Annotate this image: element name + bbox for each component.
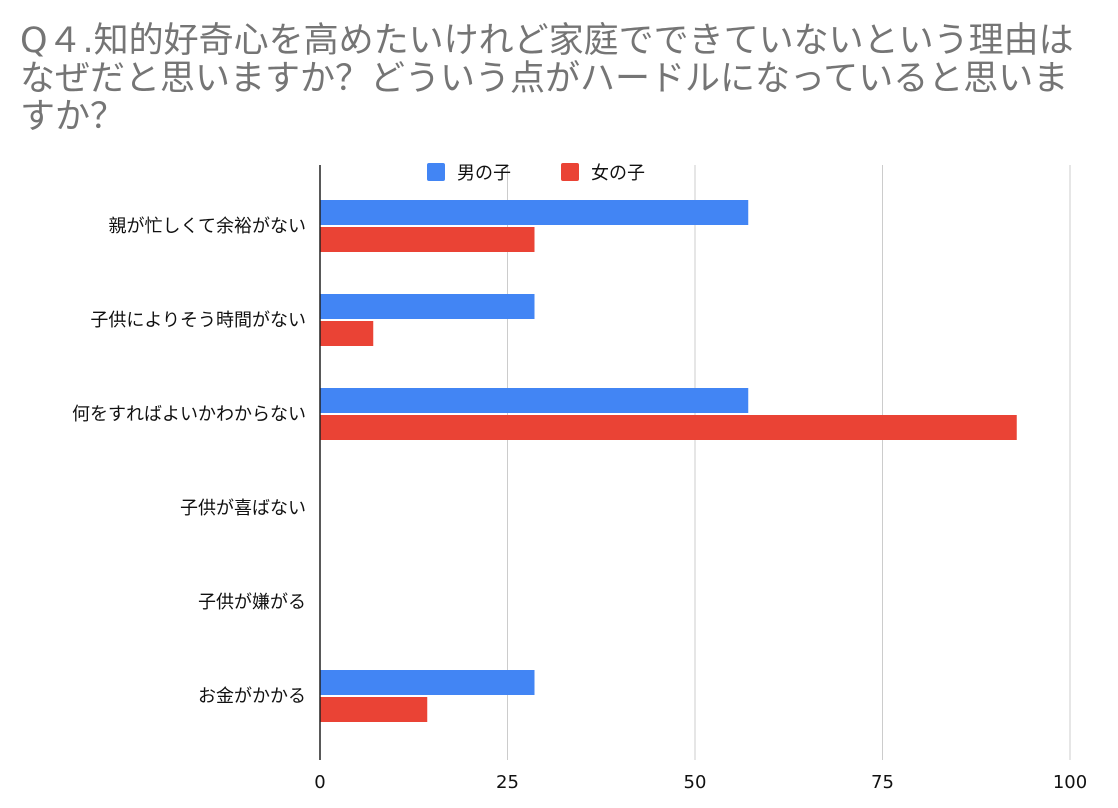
bar-boys: [320, 200, 749, 225]
category-label: 何をすればよいかわからない: [72, 404, 306, 425]
legend-label: 女の子: [591, 163, 645, 184]
chart-title: Q４.知的好奇心を高めたいけれど家庭でできていないという理由はなぜだと思いますか…: [20, 21, 1074, 137]
x-tick-label: 75: [871, 772, 894, 793]
bar-girls: [320, 697, 428, 722]
legend: 男の子 女の子: [427, 163, 645, 184]
bar-boys: [320, 670, 535, 695]
x-tick-label: 0: [314, 772, 325, 793]
category-labels: 親が忙しくて余裕がない子供によりそう時間がない何をすればよいかわからない子供が喜…: [72, 216, 306, 707]
bar-boys: [320, 388, 749, 413]
legend-swatch: [561, 163, 579, 181]
category-label: 親が忙しくて余裕がない: [109, 216, 306, 237]
x-tick-label: 50: [684, 772, 707, 793]
bars: [320, 200, 1017, 722]
category-label: お金がかかる: [198, 686, 306, 707]
x-tick-label: 25: [496, 772, 519, 793]
bar-girls: [320, 415, 1017, 440]
bar-boys: [320, 294, 535, 319]
gridlines: [507, 165, 1071, 760]
bar-girls: [320, 321, 374, 346]
legend-swatch: [427, 163, 445, 181]
category-label: 子供が喜ばない: [180, 498, 306, 519]
bar-girls: [320, 227, 535, 252]
legend-label: 男の子: [457, 163, 511, 184]
category-label: 子供によりそう時間がない: [90, 310, 306, 331]
x-tick-labels: 0 25 50 75 100: [314, 772, 1087, 793]
category-label: 子供が嫌がる: [198, 592, 306, 613]
x-tick-label: 100: [1053, 772, 1087, 793]
